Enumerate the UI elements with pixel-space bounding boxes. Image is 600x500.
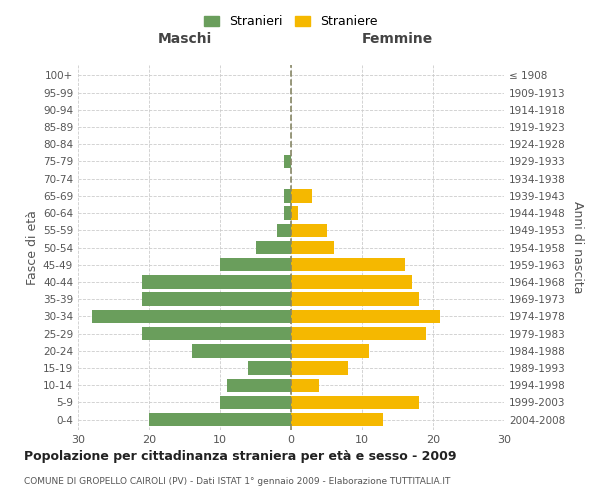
Bar: [284, 154, 291, 168]
Y-axis label: Anni di nascita: Anni di nascita: [571, 201, 584, 294]
Bar: [220, 396, 291, 409]
Bar: [142, 292, 291, 306]
Bar: [291, 241, 334, 254]
Bar: [291, 206, 298, 220]
Bar: [284, 189, 291, 202]
Bar: [248, 362, 291, 374]
Bar: [191, 344, 291, 358]
Bar: [291, 378, 319, 392]
Bar: [291, 292, 419, 306]
Bar: [291, 224, 326, 237]
Text: Popolazione per cittadinanza straniera per età e sesso - 2009: Popolazione per cittadinanza straniera p…: [24, 450, 457, 463]
Text: Femmine: Femmine: [362, 32, 433, 46]
Bar: [142, 327, 291, 340]
Bar: [227, 378, 291, 392]
Bar: [291, 275, 412, 288]
Bar: [291, 344, 369, 358]
Bar: [291, 413, 383, 426]
Bar: [291, 258, 404, 272]
Bar: [277, 224, 291, 237]
Bar: [291, 396, 419, 409]
Bar: [220, 258, 291, 272]
Bar: [284, 206, 291, 220]
Text: COMUNE DI GROPELLO CAIROLI (PV) - Dati ISTAT 1° gennaio 2009 - Elaborazione TUTT: COMUNE DI GROPELLO CAIROLI (PV) - Dati I…: [24, 478, 451, 486]
Bar: [149, 413, 291, 426]
Bar: [291, 327, 426, 340]
Bar: [256, 241, 291, 254]
Legend: Stranieri, Straniere: Stranieri, Straniere: [199, 10, 383, 34]
Bar: [291, 310, 440, 323]
Y-axis label: Fasce di età: Fasce di età: [26, 210, 39, 285]
Text: Maschi: Maschi: [157, 32, 212, 46]
Bar: [291, 362, 348, 374]
Bar: [142, 275, 291, 288]
Bar: [92, 310, 291, 323]
Bar: [291, 189, 313, 202]
